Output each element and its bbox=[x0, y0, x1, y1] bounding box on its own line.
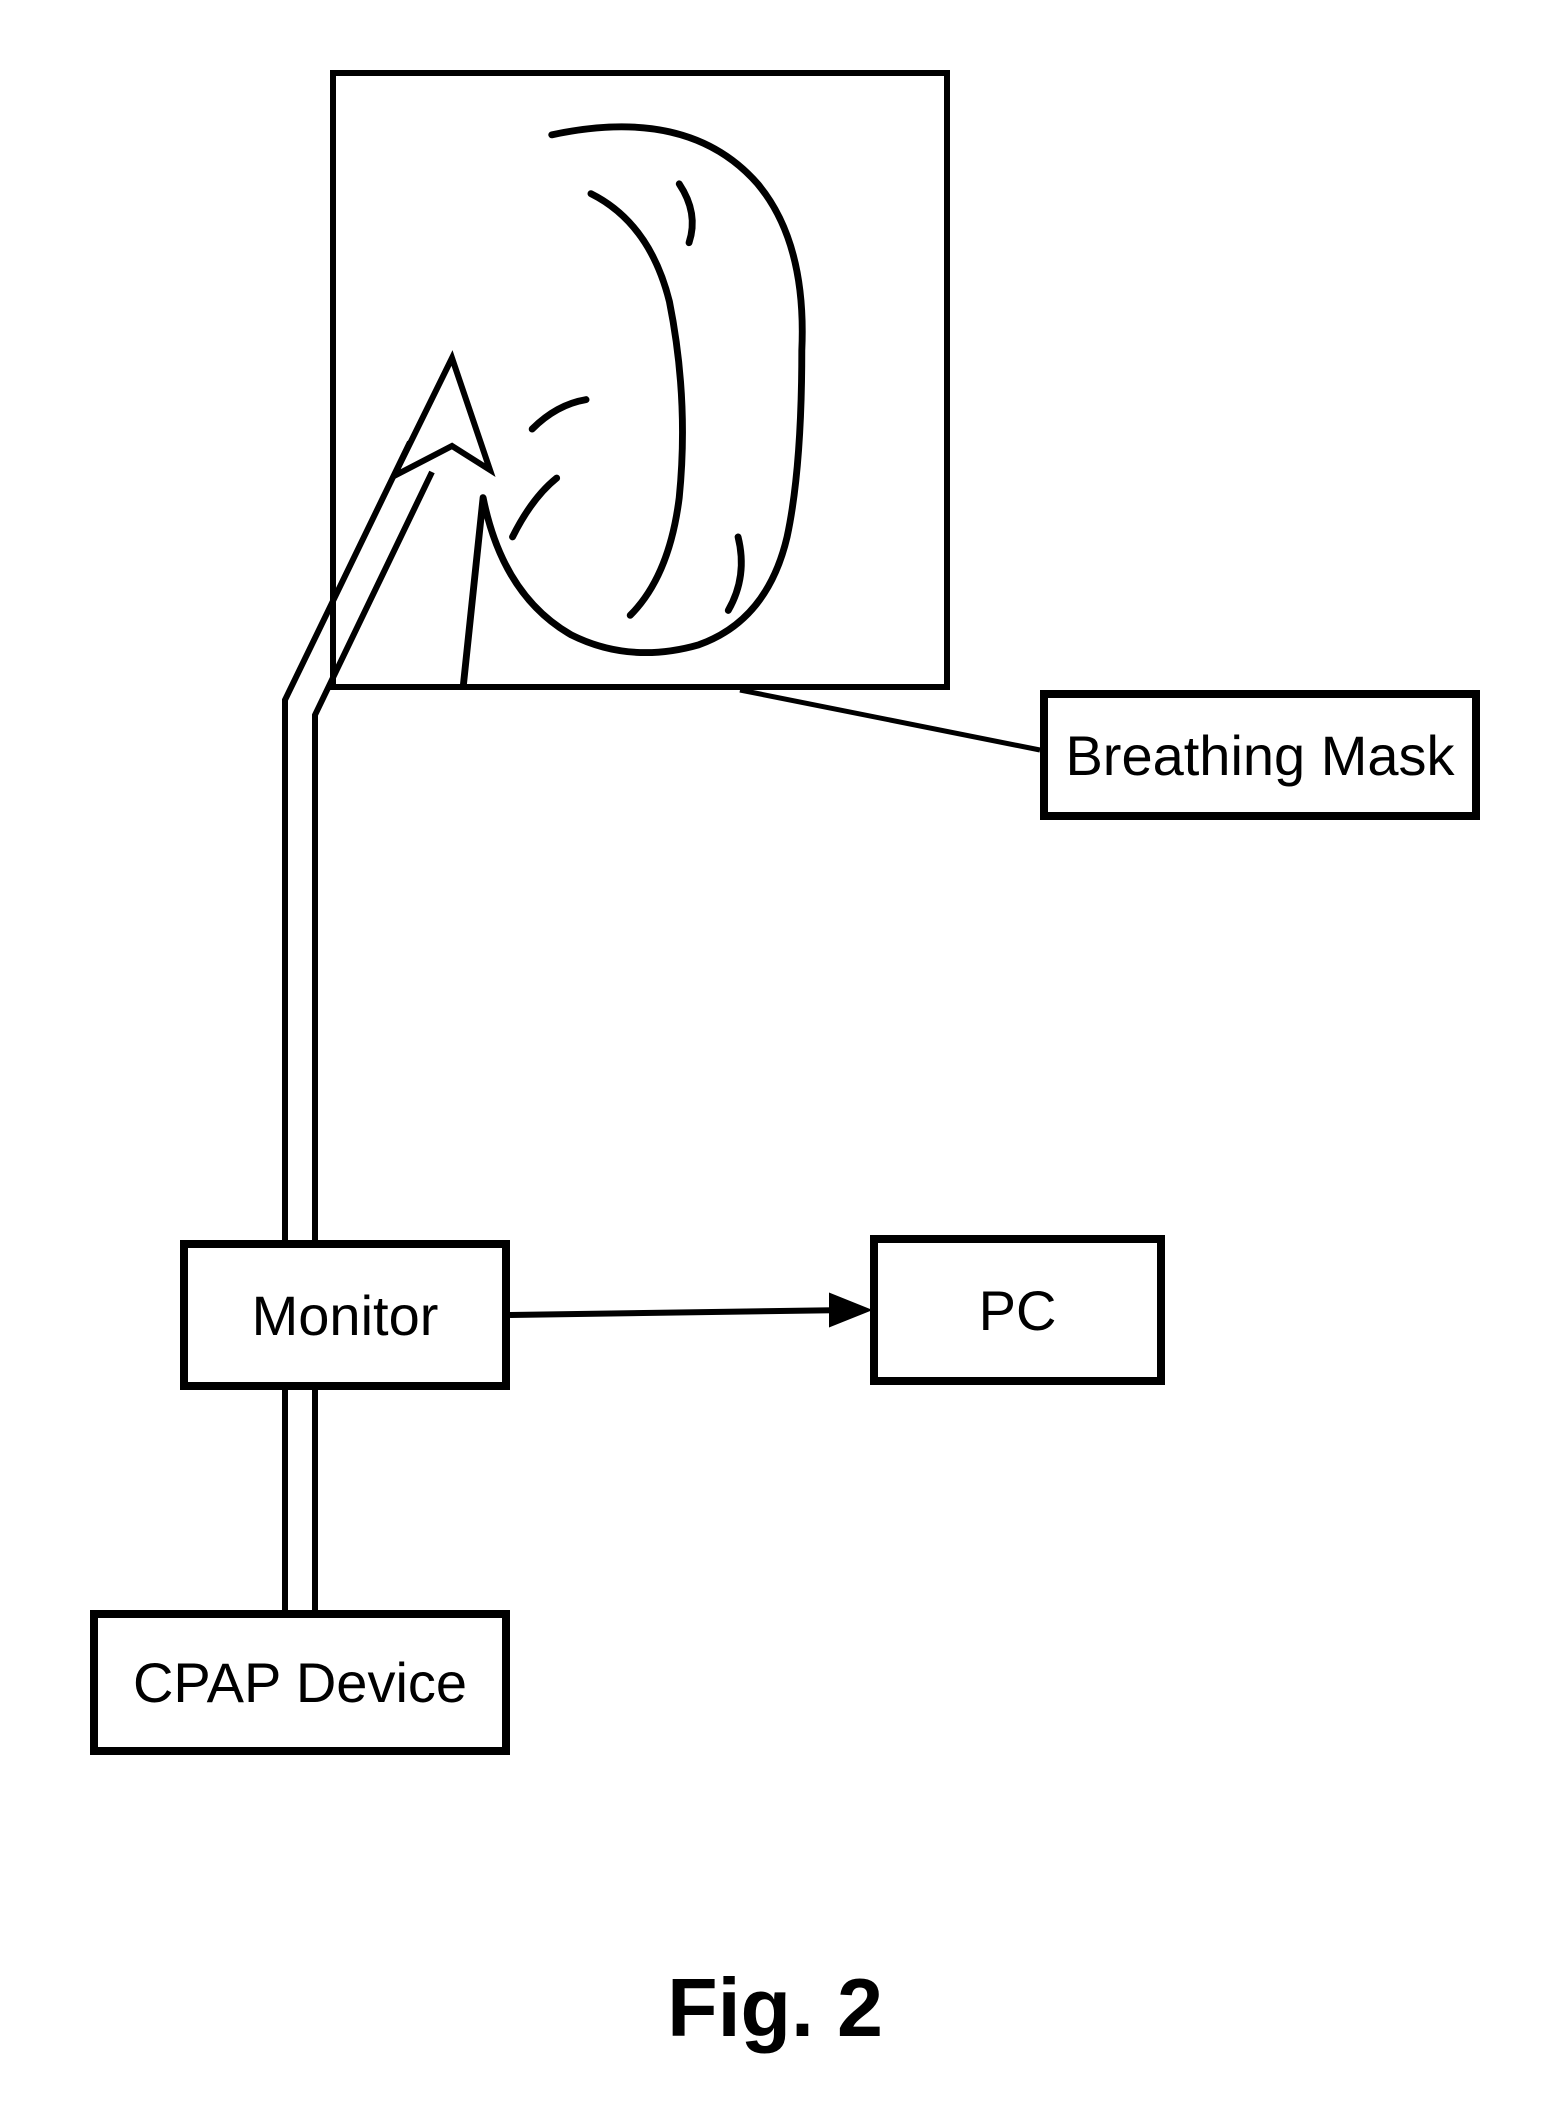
monitor-label: Monitor bbox=[252, 1283, 439, 1348]
pc-label: PC bbox=[979, 1278, 1057, 1343]
figure-caption-text: Fig. 2 bbox=[667, 1961, 883, 2054]
breathing-mask-label: Breathing Mask bbox=[1065, 723, 1454, 788]
cpap-box: CPAP Device bbox=[90, 1610, 510, 1755]
breathing-mask-box: Breathing Mask bbox=[1040, 690, 1480, 820]
monitor-box: Monitor bbox=[180, 1240, 510, 1390]
figure-caption: Fig. 2 bbox=[0, 1960, 1550, 2056]
patient-box bbox=[330, 70, 950, 690]
pc-box: PC bbox=[870, 1235, 1165, 1385]
cpap-label: CPAP Device bbox=[133, 1650, 467, 1715]
patient-face-icon bbox=[336, 70, 944, 690]
